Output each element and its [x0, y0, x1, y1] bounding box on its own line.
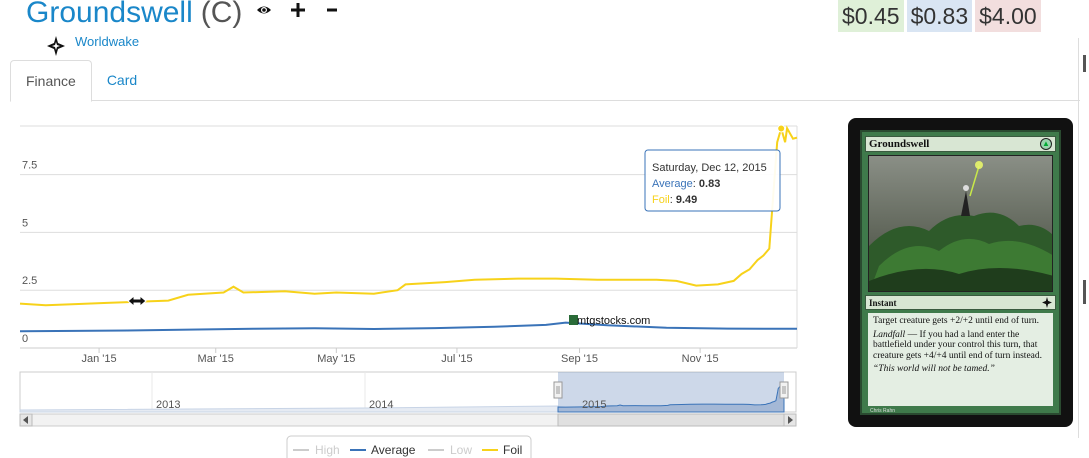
- scroll-marker: [1083, 55, 1086, 72]
- minus-icon[interactable]: [324, 2, 340, 18]
- card-type-bar: Instant: [865, 295, 1056, 310]
- card-type-line: Instant: [869, 297, 897, 308]
- green-mana-icon: ▲: [1040, 138, 1052, 150]
- legend-item-low[interactable]: Low: [428, 443, 472, 457]
- tab-bar: Finance Card: [10, 60, 1080, 102]
- x-tick-label: May '15: [317, 353, 355, 365]
- x-tick-label: Jan '15: [82, 353, 117, 365]
- y-tick-label: 2.5: [22, 275, 37, 287]
- card-artwork: [868, 155, 1053, 292]
- eye-icon[interactable]: [256, 2, 272, 18]
- card-actions: [256, 2, 340, 18]
- svg-text:Average: 0.83: Average: 0.83: [652, 178, 720, 190]
- chart-navigator[interactable]: 2013 2014 2015: [19, 371, 797, 413]
- side-panel-edge: [1078, 38, 1089, 438]
- hover-marker: [777, 124, 786, 133]
- x-tick-label: Jul '15: [441, 353, 472, 365]
- svg-text:Average: Average: [371, 443, 416, 457]
- x-tick-label: Nov '15: [682, 353, 719, 365]
- plus-icon[interactable]: [290, 2, 306, 18]
- card-rarity: (C): [200, 0, 243, 29]
- rules-line-2: Landfall — If you had a land enter the b…: [873, 329, 1043, 361]
- y-tick-label: 5: [22, 217, 28, 229]
- navigator-label-2013: 2013: [156, 399, 180, 411]
- legend-item-high[interactable]: High: [293, 443, 340, 457]
- legend-item-foil[interactable]: Foil: [482, 443, 522, 457]
- set-symbol-icon: [1042, 297, 1052, 308]
- high-price: $4.00: [975, 0, 1041, 32]
- worldwake-set-icon: [47, 36, 65, 56]
- hover-point-foil: [777, 124, 786, 133]
- scroll-right-button[interactable]: [783, 413, 797, 427]
- card-image: Groundswell ▲ Instant: [848, 118, 1073, 427]
- x-axis-labels: Jan '15 Mar '15 May '15 Jul '15 Sep '15 Nov '…: [82, 348, 719, 365]
- navigator-selected-series: [557, 386, 785, 413]
- tooltip-date: Saturday, Dec 12, 2015: [652, 162, 767, 174]
- svg-text:High: High: [315, 443, 340, 457]
- y-tick-label: 7.5: [22, 160, 37, 172]
- navigator-label-2014: 2014: [369, 399, 393, 411]
- navigator-left-handle[interactable]: [553, 381, 563, 399]
- card-rules-text: Target creature gets +2/+2 until end of …: [868, 313, 1053, 406]
- svg-text:Foil: 9.49: Foil: 9.49: [652, 194, 697, 206]
- legend-item-average[interactable]: Average: [350, 443, 416, 457]
- flavor-text: “This world will not be tamed.”: [873, 364, 995, 374]
- navigator-right-handle[interactable]: [779, 381, 789, 399]
- card-header: Groundswell (C): [26, 0, 340, 36]
- card-image-title: Groundswell: [869, 138, 930, 150]
- cursor-icon: [127, 294, 147, 308]
- svg-text:Foil: Foil: [503, 443, 522, 457]
- chart-grid: [20, 125, 798, 349]
- set-info: Worldwake: [47, 34, 139, 58]
- tooltip-foil-label: Foil: [652, 194, 670, 206]
- watermark: mtgstocks.com: [569, 315, 650, 327]
- x-tick-label: Sep '15: [561, 353, 598, 365]
- scroll-left-button[interactable]: [19, 413, 33, 427]
- chart-scrollbar[interactable]: [19, 413, 797, 427]
- tab-card[interactable]: Card: [106, 72, 138, 88]
- y-tick-label: 0: [22, 333, 28, 345]
- series-line-average: [19, 321, 797, 333]
- scrollbar-thumb[interactable]: [557, 413, 785, 427]
- x-tick-label: Mar '15: [198, 353, 234, 365]
- rules-line-1: Target creature gets +2/+2 until end of …: [873, 316, 1040, 326]
- y-axis-labels: 0 2.5 5 7.5: [22, 160, 37, 345]
- price-badges: $0.45 $0.83 $4.00: [838, 0, 1041, 32]
- card-name-link[interactable]: Groundswell: [26, 0, 193, 29]
- scroll-marker: [1083, 280, 1086, 304]
- artist-credit: Chris Rahn: [870, 408, 896, 414]
- chart-legend: High Average Low Foil: [286, 435, 532, 458]
- card-face: Groundswell ▲ Instant: [860, 130, 1061, 415]
- chart-tooltip: Saturday, Dec 12, 2015 Average: 0.83 Foi…: [644, 149, 781, 212]
- card-title-bar: Groundswell ▲: [865, 136, 1056, 152]
- svg-text:Low: Low: [450, 443, 472, 457]
- low-price: $0.45: [838, 0, 904, 32]
- navigator-series: [19, 405, 559, 413]
- watermark-text: mtgstocks.com: [577, 315, 650, 327]
- average-price: $0.83: [906, 0, 973, 32]
- tooltip-average-label: Average: [652, 178, 693, 190]
- price-history-chart[interactable]: 0 2.5 5 7.5 Jan '15 Mar '15 May '15 Jul '15 Sep…: [0, 110, 830, 458]
- navigator-label-2015: 2015: [582, 399, 606, 411]
- tab-finance[interactable]: Finance: [10, 60, 92, 102]
- tooltip-average-value: 0.83: [699, 178, 720, 190]
- set-name-link[interactable]: Worldwake: [75, 33, 140, 49]
- tooltip-foil-value: 9.49: [676, 194, 697, 206]
